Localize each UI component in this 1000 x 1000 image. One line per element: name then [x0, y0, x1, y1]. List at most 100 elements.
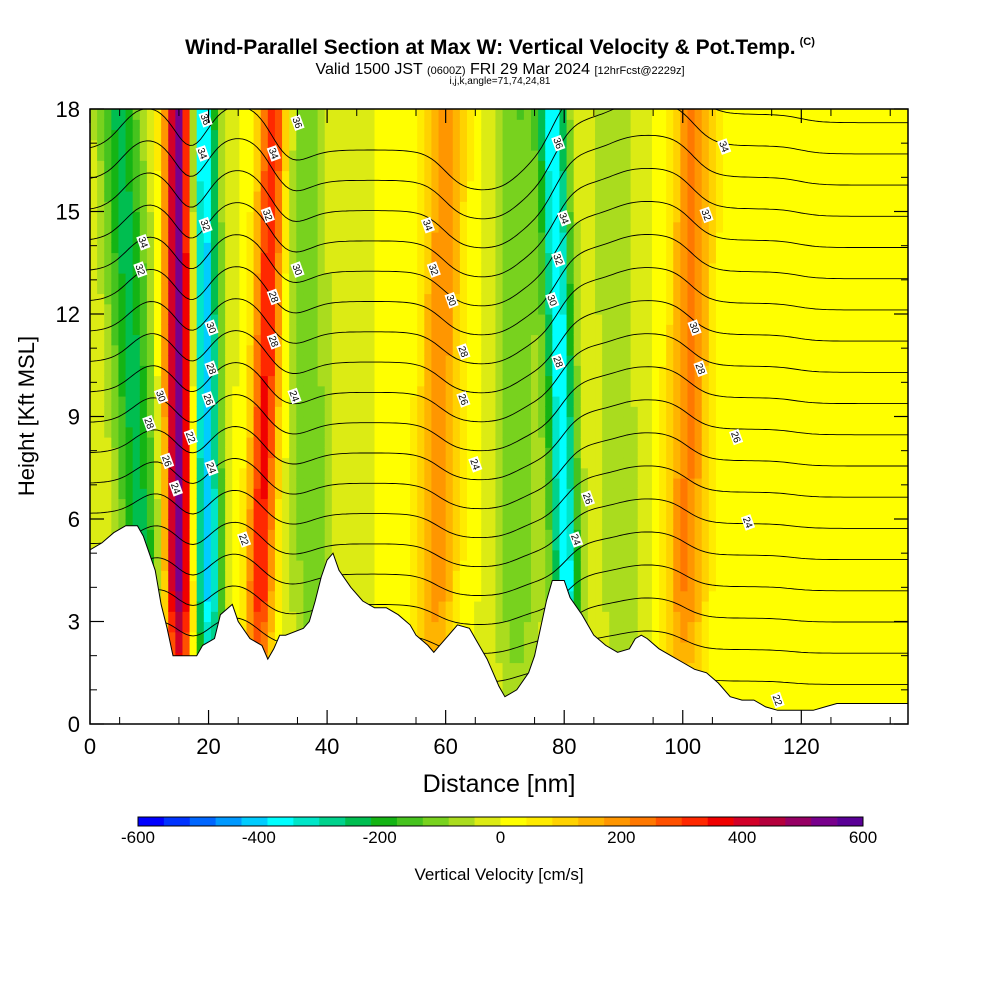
velocity-cell — [580, 344, 589, 356]
velocity-cell — [154, 467, 162, 479]
velocity-cell — [104, 150, 112, 161]
velocity-cell — [338, 232, 347, 243]
velocity-cell — [559, 396, 568, 407]
velocity-cell — [545, 519, 553, 530]
velocity-cell — [154, 344, 162, 356]
velocity-cell — [253, 232, 262, 243]
velocity-cell — [545, 150, 553, 161]
velocity-cell — [552, 262, 561, 274]
velocity-cell — [651, 221, 660, 233]
velocity-cell — [218, 334, 226, 346]
velocity-cell — [303, 560, 312, 571]
velocity-cell — [331, 519, 340, 530]
velocity-cell — [523, 396, 532, 407]
velocity-cell — [303, 590, 312, 602]
velocity-cell — [253, 549, 262, 561]
velocity-cell — [431, 201, 440, 213]
velocity-cell — [210, 611, 219, 623]
velocity-cell — [616, 467, 625, 479]
velocity-cell — [196, 570, 205, 582]
velocity-cell — [139, 529, 148, 541]
velocity-cell — [488, 344, 497, 356]
velocity-cell — [680, 539, 689, 551]
velocity-cell — [381, 416, 390, 428]
velocity-cell — [203, 498, 212, 510]
velocity-cell — [296, 406, 304, 418]
velocity-cell — [438, 467, 447, 479]
velocity-cell — [523, 334, 532, 346]
velocity-cell — [125, 180, 134, 192]
velocity-cell — [580, 580, 589, 592]
velocity-cell — [346, 498, 354, 510]
velocity-cell — [417, 416, 425, 428]
velocity-cell — [253, 447, 262, 459]
velocity-cell — [523, 293, 532, 305]
velocity-cell — [445, 365, 454, 377]
velocity-cell — [452, 478, 461, 489]
velocity-cell — [452, 590, 461, 602]
velocity-cell — [395, 375, 404, 387]
velocity-cell — [139, 293, 148, 305]
velocity-cell — [296, 580, 304, 592]
velocity-cell — [104, 519, 112, 530]
velocity-cell — [296, 129, 304, 141]
velocity-cell — [225, 170, 233, 182]
velocity-cell — [630, 396, 639, 407]
velocity-cell — [118, 242, 127, 254]
velocity-cell — [225, 590, 233, 602]
velocity-cell — [545, 139, 553, 151]
velocity-cell — [516, 273, 525, 284]
velocity-cell — [666, 488, 674, 500]
velocity-cell — [395, 539, 404, 551]
velocity-cell — [424, 539, 433, 551]
velocity-cell — [417, 498, 425, 510]
velocity-cell — [218, 273, 226, 284]
velocity-cell — [417, 560, 425, 571]
velocity-cell — [111, 191, 120, 202]
velocity-cell — [637, 365, 646, 377]
velocity-cell — [538, 273, 546, 284]
velocity-cell — [182, 344, 191, 356]
velocity-cell — [651, 570, 660, 582]
velocity-cell — [495, 498, 504, 510]
velocity-cell — [552, 232, 561, 243]
velocity-cell — [196, 437, 205, 448]
velocity-cell — [452, 314, 461, 325]
velocity-cell — [395, 242, 404, 254]
velocity-cell — [602, 631, 610, 643]
velocity-cell — [495, 119, 504, 131]
velocity-cell — [132, 160, 141, 172]
velocity-cell — [196, 180, 205, 192]
velocity-cell — [168, 437, 176, 448]
velocity-cell — [260, 334, 269, 346]
velocity-cell — [203, 580, 212, 592]
velocity-cell — [253, 355, 262, 366]
velocity-cell — [239, 508, 248, 520]
velocity-cell — [659, 324, 667, 336]
velocity-cell — [161, 601, 169, 612]
velocity-cell — [609, 150, 617, 161]
velocity-cell — [338, 416, 347, 428]
velocity-cell — [481, 262, 489, 274]
velocity-cell — [239, 211, 248, 223]
velocity-cell — [246, 590, 255, 602]
velocity-cell — [338, 283, 347, 295]
velocity-cell — [630, 232, 639, 243]
velocity-cell — [338, 273, 347, 284]
velocity-cell — [260, 170, 269, 182]
velocity-cell — [552, 150, 561, 161]
velocity-cell — [246, 508, 255, 520]
velocity-cell — [317, 519, 326, 530]
velocity-cell — [673, 293, 681, 305]
velocity-cell — [630, 324, 639, 336]
velocity-cell — [466, 437, 475, 448]
velocity-cell — [523, 457, 532, 469]
velocity-cell — [267, 139, 276, 151]
velocity-cell — [125, 262, 134, 274]
velocity-cell — [509, 365, 518, 377]
velocity-cell — [175, 314, 184, 325]
velocity-cell — [97, 139, 105, 151]
velocity-cell — [445, 344, 454, 356]
velocity-cell — [452, 498, 461, 510]
velocity-cell — [474, 467, 482, 479]
